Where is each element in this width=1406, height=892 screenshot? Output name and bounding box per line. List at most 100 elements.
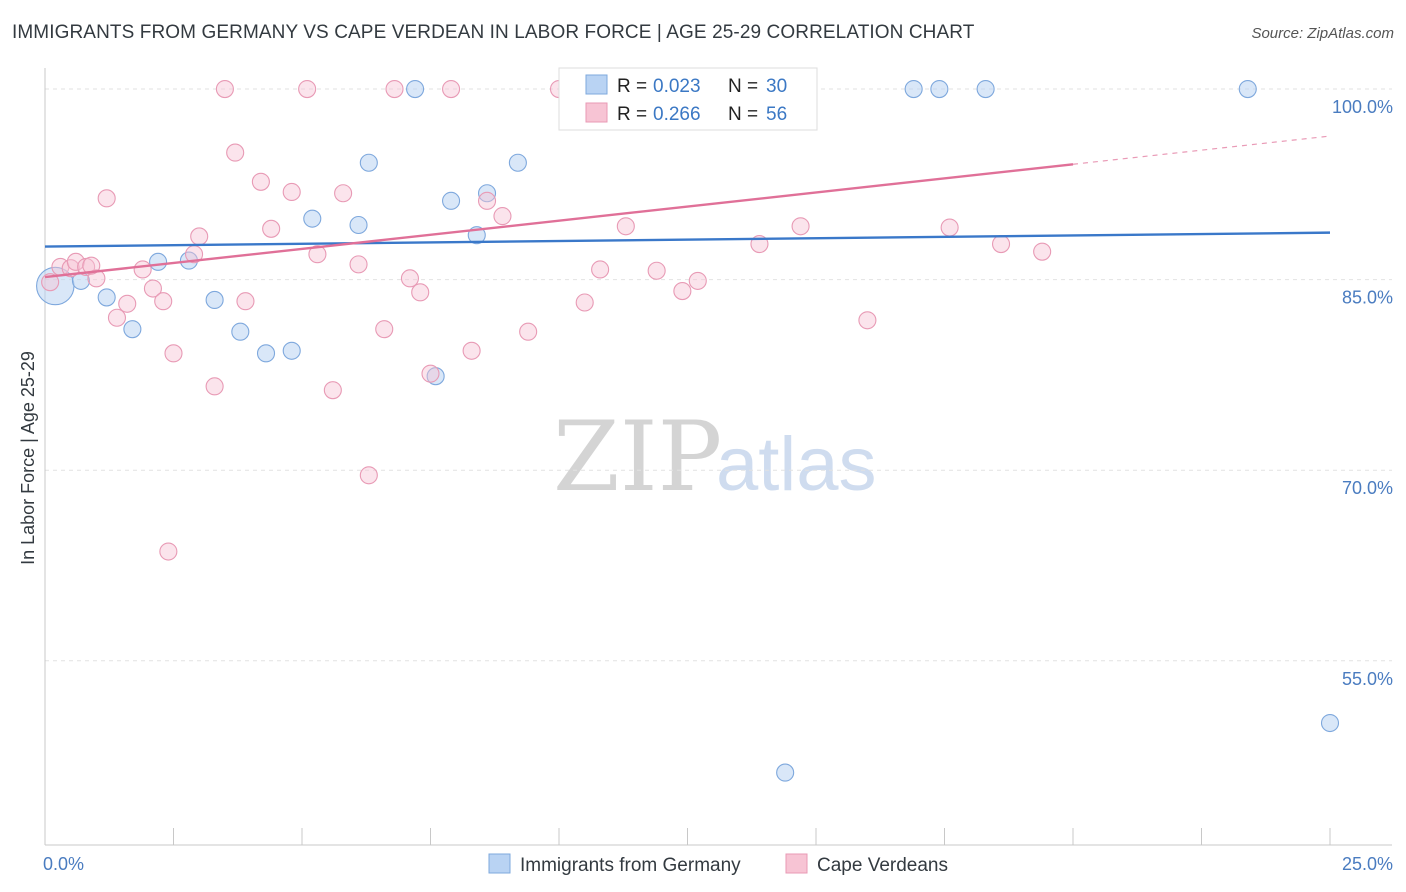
point-cape-verdean	[647, 261, 666, 280]
y-tick-label: 70.0%	[1342, 478, 1393, 498]
point-germany	[149, 252, 168, 271]
point-germany	[406, 80, 425, 99]
axes	[44, 68, 1392, 846]
stat-n-value-blue: 30	[766, 76, 787, 97]
stat-r-label-pink: R =	[617, 104, 647, 125]
y-axis-label: In Labor Force | Age 25-29	[18, 351, 38, 565]
trend-line-cape-verdeans-extension	[1072, 135, 1331, 165]
point-cape-verdean	[940, 218, 959, 237]
point-cape-verdean	[991, 235, 1011, 254]
point-cape-verdean	[421, 364, 440, 383]
point-cape-verdean	[205, 377, 224, 396]
legend-swatch-cape-verdeans	[785, 853, 808, 874]
point-cape-verdean	[262, 219, 281, 238]
point-germany	[776, 763, 795, 782]
point-cape-verdean	[477, 191, 497, 210]
point-germany	[1238, 80, 1257, 99]
point-cape-verdean	[462, 341, 481, 360]
gridlines	[45, 88, 1392, 662]
stat-n-label-pink: N =	[728, 104, 758, 125]
stat-n-label-blue: N =	[728, 76, 758, 97]
point-cape-verdean	[82, 256, 101, 275]
point-cape-verdean	[282, 182, 301, 202]
point-cape-verdean	[133, 260, 152, 279]
point-germany	[97, 288, 116, 307]
watermark: ZIP atlas	[553, 401, 877, 513]
point-cape-verdean	[400, 269, 419, 288]
point-germany	[359, 153, 378, 172]
point-cape-verdean	[575, 293, 594, 312]
point-germany	[282, 341, 301, 360]
stat-r-value-pink: 0.266	[653, 104, 701, 125]
point-cape-verdean	[97, 189, 116, 208]
point-cape-verdean	[159, 542, 178, 561]
point-germany	[976, 80, 995, 99]
source-label: Source: ZipAtlas.com	[1251, 25, 1394, 42]
point-germany	[508, 153, 527, 172]
point-cape-verdean	[308, 245, 327, 264]
point-germany	[349, 215, 368, 235]
stats-swatch-blue	[585, 74, 608, 95]
y-tick-labels: 100.0% 85.0% 70.0% 55.0%	[1332, 97, 1393, 689]
point-cape-verdean	[107, 308, 127, 327]
chart-title: IMMIGRANTS FROM GERMANY VS CAPE VERDEAN …	[12, 22, 975, 43]
point-cape-verdean	[791, 217, 810, 236]
point-germany	[477, 184, 497, 203]
point-cape-verdean	[349, 255, 368, 274]
legend-label-germany: Immigrants from Germany	[520, 855, 741, 876]
x-tick-labels: 0.0% 25.0%	[43, 854, 1393, 874]
point-cape-verdean	[493, 207, 512, 226]
point-germany	[904, 80, 923, 99]
legend-swatch-germany	[488, 853, 511, 874]
point-cape-verdean	[215, 80, 234, 99]
point-cape-verdean	[591, 260, 610, 279]
stats-swatch-pink	[585, 102, 608, 123]
point-germany	[1320, 713, 1340, 733]
point-germany	[442, 191, 461, 210]
point-germany	[930, 80, 949, 99]
point-cape-verdean	[442, 80, 461, 99]
point-cape-verdean	[164, 344, 183, 363]
x-tick-label-min: 0.0%	[43, 854, 84, 874]
point-germany	[303, 209, 322, 228]
point-cape-verdean	[236, 292, 255, 311]
legend: Immigrants from Germany Cape Verdeans	[488, 853, 948, 876]
stat-r-label-blue: R =	[617, 76, 647, 97]
point-cape-verdean	[1033, 242, 1052, 261]
point-cape-verdean	[411, 283, 430, 302]
point-cape-verdean	[519, 322, 538, 341]
y-tick-label: 55.0%	[1342, 669, 1393, 689]
trend-line-germany	[44, 231, 1331, 248]
point-cape-verdean	[673, 282, 692, 301]
point-germany	[426, 367, 445, 386]
y-tick-label: 85.0%	[1342, 288, 1393, 308]
point-cape-verdean	[226, 143, 245, 162]
stats-box: R = 0.023 N = 30 R = 0.266 N = 56	[558, 67, 818, 131]
trend-lines	[44, 135, 1331, 279]
x-tick-label-max: 25.0%	[1342, 854, 1393, 874]
point-germany	[205, 290, 224, 310]
point-cape-verdean	[385, 80, 404, 99]
legend-label-cape-verdeans: Cape Verdeans	[817, 855, 948, 876]
series-cape-verdeans-points	[41, 80, 1052, 561]
point-cape-verdean	[359, 466, 378, 485]
point-cape-verdean	[616, 217, 635, 236]
point-cape-verdean	[154, 292, 173, 311]
point-cape-verdean	[323, 381, 342, 400]
point-cape-verdean	[251, 172, 270, 191]
trend-line-cape-verdeans	[44, 163, 1074, 279]
point-germany	[123, 320, 142, 339]
point-cape-verdean	[858, 311, 877, 330]
point-germany	[231, 322, 250, 341]
point-cape-verdean	[334, 184, 353, 203]
point-cape-verdean	[688, 271, 707, 290]
stat-n-value-pink: 56	[766, 104, 787, 125]
point-germany	[256, 344, 276, 363]
point-cape-verdean	[66, 252, 85, 271]
y-tick-label: 100.0%	[1332, 97, 1393, 117]
watermark-atlas: atlas	[716, 422, 877, 507]
watermark-zip: ZIP	[553, 401, 722, 513]
point-cape-verdean	[298, 80, 317, 99]
point-cape-verdean	[143, 279, 162, 298]
